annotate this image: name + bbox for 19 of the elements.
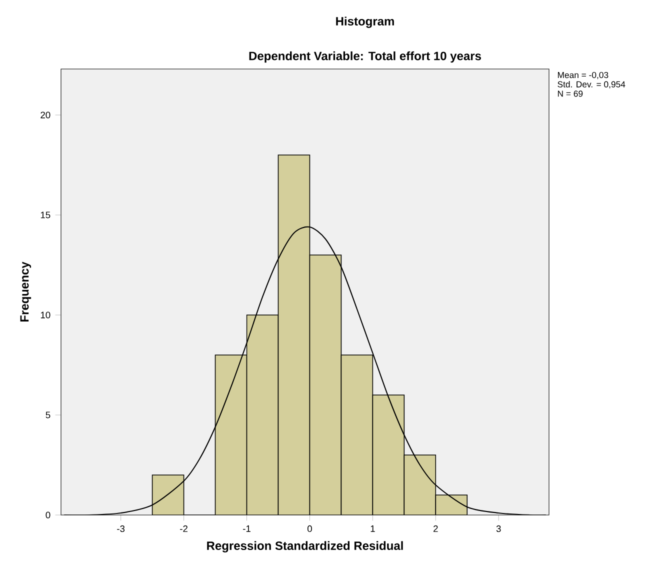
y-tick-label: 10: [40, 312, 50, 318]
y-axis-title: Frequency: [20, 262, 32, 322]
y-tick-label: 5: [46, 412, 50, 418]
y-tick-label: 0: [46, 512, 50, 518]
x-tick-label: 1: [370, 525, 375, 532]
text: N = 69: [558, 90, 583, 97]
x-tick-label: -1: [243, 525, 250, 532]
chart-subtitle: Dependent Variable: Total effort 10 years: [249, 51, 481, 63]
x-tick-label: -2: [180, 525, 188, 532]
x-tick-label: 3: [496, 525, 501, 532]
y-tick-label: 15: [40, 212, 50, 218]
text: Mean = -0,03: [558, 72, 608, 80]
chart-title: Histogram: [336, 16, 394, 28]
y-tick-label: 20: [40, 112, 50, 118]
x-axis-title: Regression Standardized Residual: [207, 541, 403, 552]
x-tick-label: 0: [307, 525, 312, 532]
x-tick-label: -3: [117, 525, 125, 532]
x-tick-label: 2: [434, 525, 438, 532]
text: Std. Dev. = 0,954: [558, 81, 626, 88]
